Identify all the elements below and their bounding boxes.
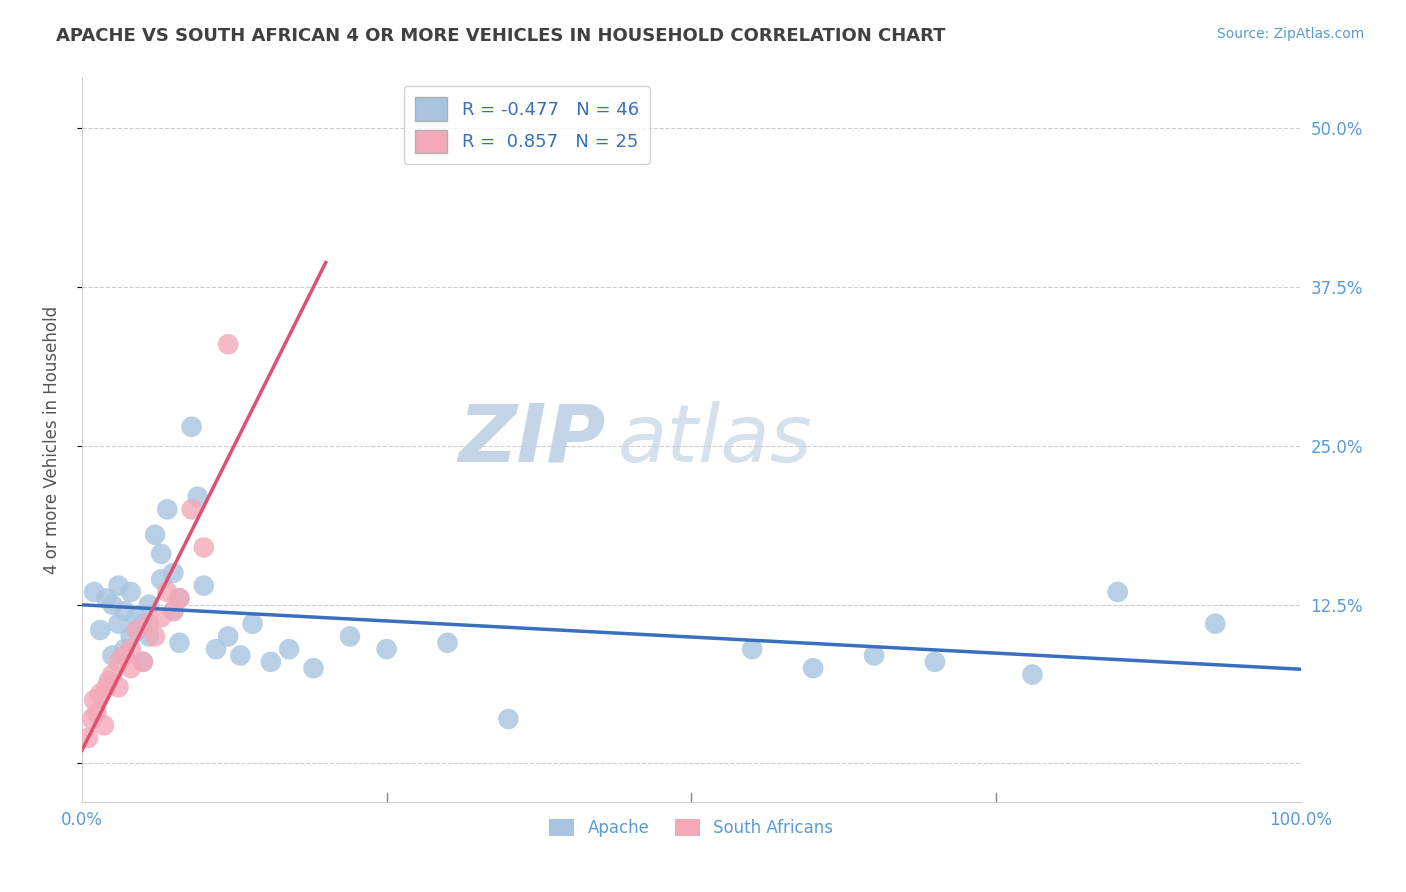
Point	[138, 616, 160, 631]
Point	[107, 616, 129, 631]
Point	[101, 667, 124, 681]
Point	[193, 579, 215, 593]
Point	[132, 616, 155, 631]
Point	[162, 566, 184, 580]
Point	[1107, 585, 1129, 599]
Point	[97, 673, 120, 688]
Point	[80, 712, 103, 726]
Point	[138, 629, 160, 643]
Point	[924, 655, 946, 669]
Point	[125, 623, 148, 637]
Point	[101, 598, 124, 612]
Point	[114, 642, 136, 657]
Point	[187, 490, 209, 504]
Point	[229, 648, 252, 663]
Text: Source: ZipAtlas.com: Source: ZipAtlas.com	[1216, 27, 1364, 41]
Point	[1204, 616, 1226, 631]
Point	[278, 642, 301, 657]
Point	[132, 655, 155, 669]
Point	[96, 680, 118, 694]
Point	[150, 547, 173, 561]
Point	[132, 655, 155, 669]
Point	[143, 629, 166, 643]
Point	[89, 687, 111, 701]
Point	[150, 572, 173, 586]
Point	[120, 629, 142, 643]
Point	[138, 598, 160, 612]
Point	[302, 661, 325, 675]
Point	[86, 706, 108, 720]
Point	[436, 636, 458, 650]
Point	[205, 642, 228, 657]
Point	[217, 629, 239, 643]
Point	[169, 591, 191, 606]
Point	[77, 731, 100, 745]
Point	[125, 623, 148, 637]
Text: ZIP: ZIP	[458, 401, 606, 478]
Point	[150, 610, 173, 624]
Point	[125, 610, 148, 624]
Point	[162, 604, 184, 618]
Point	[114, 648, 136, 663]
Point	[180, 502, 202, 516]
Point	[498, 712, 520, 726]
Point	[217, 337, 239, 351]
Point	[1021, 667, 1043, 681]
Point	[93, 718, 115, 732]
Point	[101, 648, 124, 663]
Point	[107, 655, 129, 669]
Point	[89, 623, 111, 637]
Point	[156, 502, 179, 516]
Point	[143, 528, 166, 542]
Point	[242, 616, 264, 631]
Text: APACHE VS SOUTH AFRICAN 4 OR MORE VEHICLES IN HOUSEHOLD CORRELATION CHART: APACHE VS SOUTH AFRICAN 4 OR MORE VEHICL…	[56, 27, 946, 45]
Point	[96, 591, 118, 606]
Point	[83, 585, 105, 599]
Point	[83, 693, 105, 707]
Point	[741, 642, 763, 657]
Point	[120, 642, 142, 657]
Point	[169, 636, 191, 650]
Point	[156, 585, 179, 599]
Point	[863, 648, 886, 663]
Y-axis label: 4 or more Vehicles in Household: 4 or more Vehicles in Household	[44, 305, 60, 574]
Text: atlas: atlas	[619, 401, 813, 478]
Point	[120, 661, 142, 675]
Point	[120, 585, 142, 599]
Point	[801, 661, 824, 675]
Point	[180, 419, 202, 434]
Point	[107, 680, 129, 694]
Point	[107, 579, 129, 593]
Point	[260, 655, 283, 669]
Point	[169, 591, 191, 606]
Legend: Apache, South Africans: Apache, South Africans	[543, 813, 839, 844]
Point	[162, 604, 184, 618]
Point	[193, 541, 215, 555]
Point	[339, 629, 361, 643]
Point	[114, 604, 136, 618]
Point	[375, 642, 398, 657]
